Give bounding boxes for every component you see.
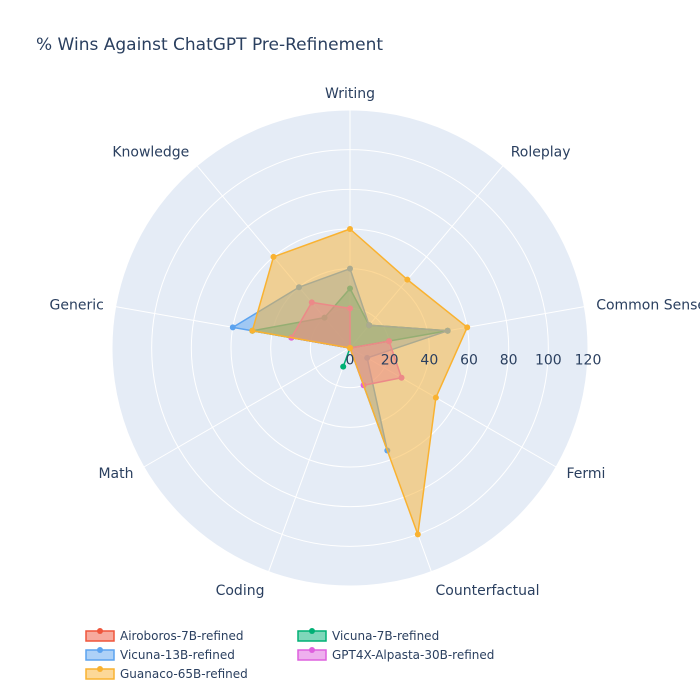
legend-label: Airoboros-7B-refined (120, 629, 244, 643)
legend-item[interactable]: GPT4X-Alpasta-30B-refined (297, 647, 494, 662)
radial-tick-label: 100 (535, 353, 562, 369)
radial-tick-label: 60 (460, 353, 478, 369)
category-label-coding: Coding (216, 583, 265, 599)
data-point-generic (249, 327, 256, 334)
category-label-generic: Generic (50, 298, 104, 314)
data-point-knowledge (270, 253, 277, 260)
category-label-roleplay: Roleplay (511, 144, 571, 160)
data-point-common-sense (464, 324, 471, 331)
legend-label: Vicuna-7B-refined (332, 629, 439, 643)
legend-marker (309, 628, 315, 634)
data-point-generic (229, 324, 236, 331)
category-label-counterfactual: Counterfactual (436, 583, 540, 599)
legend-item[interactable]: Airoboros-7B-refined (85, 628, 244, 643)
radial-tick-label: 20 (381, 353, 399, 369)
data-point-fermi (432, 394, 439, 401)
data-point-roleplay (404, 276, 411, 283)
data-point-math (347, 345, 353, 351)
series-traces (229, 226, 471, 538)
radial-tick-label: 0 (346, 353, 355, 369)
data-point-counterfactual (414, 531, 421, 538)
chart-title: % Wins Against ChatGPT Pre-Refinement (36, 35, 383, 55)
spoke-math (143, 347, 351, 468)
legend-label: GPT4X-Alpasta-30B-refined (332, 648, 494, 662)
category-labels: Writing Roleplay Common Sense Fermi Counterf… (50, 86, 700, 599)
legend-marker (97, 647, 103, 653)
legend: Airoboros-7B-refined Vicuna-7B-refined Vic… (85, 628, 494, 681)
category-label-fermi: Fermi (567, 466, 606, 482)
legend-marker (97, 628, 103, 634)
data-point-writing (347, 226, 353, 232)
category-label-knowledge: Knowledge (112, 144, 189, 160)
legend-item[interactable]: Vicuna-13B-refined (85, 647, 235, 662)
legend-item[interactable]: Guanaco-65B-refined (85, 666, 248, 681)
legend-marker (309, 647, 315, 653)
category-label-math: Math (98, 466, 133, 482)
radial-tick-label: 120 (575, 353, 602, 369)
category-label-common-sense: Common Sense (596, 298, 700, 314)
legend-marker (97, 666, 103, 672)
radial-ticks: 0 20 40 60 80 100 120 (346, 353, 602, 369)
series-guanaco-65b-refined (249, 226, 471, 538)
radial-tick-label: 40 (420, 353, 438, 369)
legend-item[interactable]: Vicuna-7B-refined (297, 628, 439, 643)
category-label-writing: Writing (325, 86, 375, 102)
radial-tick-label: 80 (500, 353, 518, 369)
legend-label: Vicuna-13B-refined (120, 648, 235, 662)
legend-label: Guanaco-65B-refined (120, 667, 248, 681)
data-point-coding (340, 363, 347, 370)
spoke-coding (268, 347, 351, 572)
